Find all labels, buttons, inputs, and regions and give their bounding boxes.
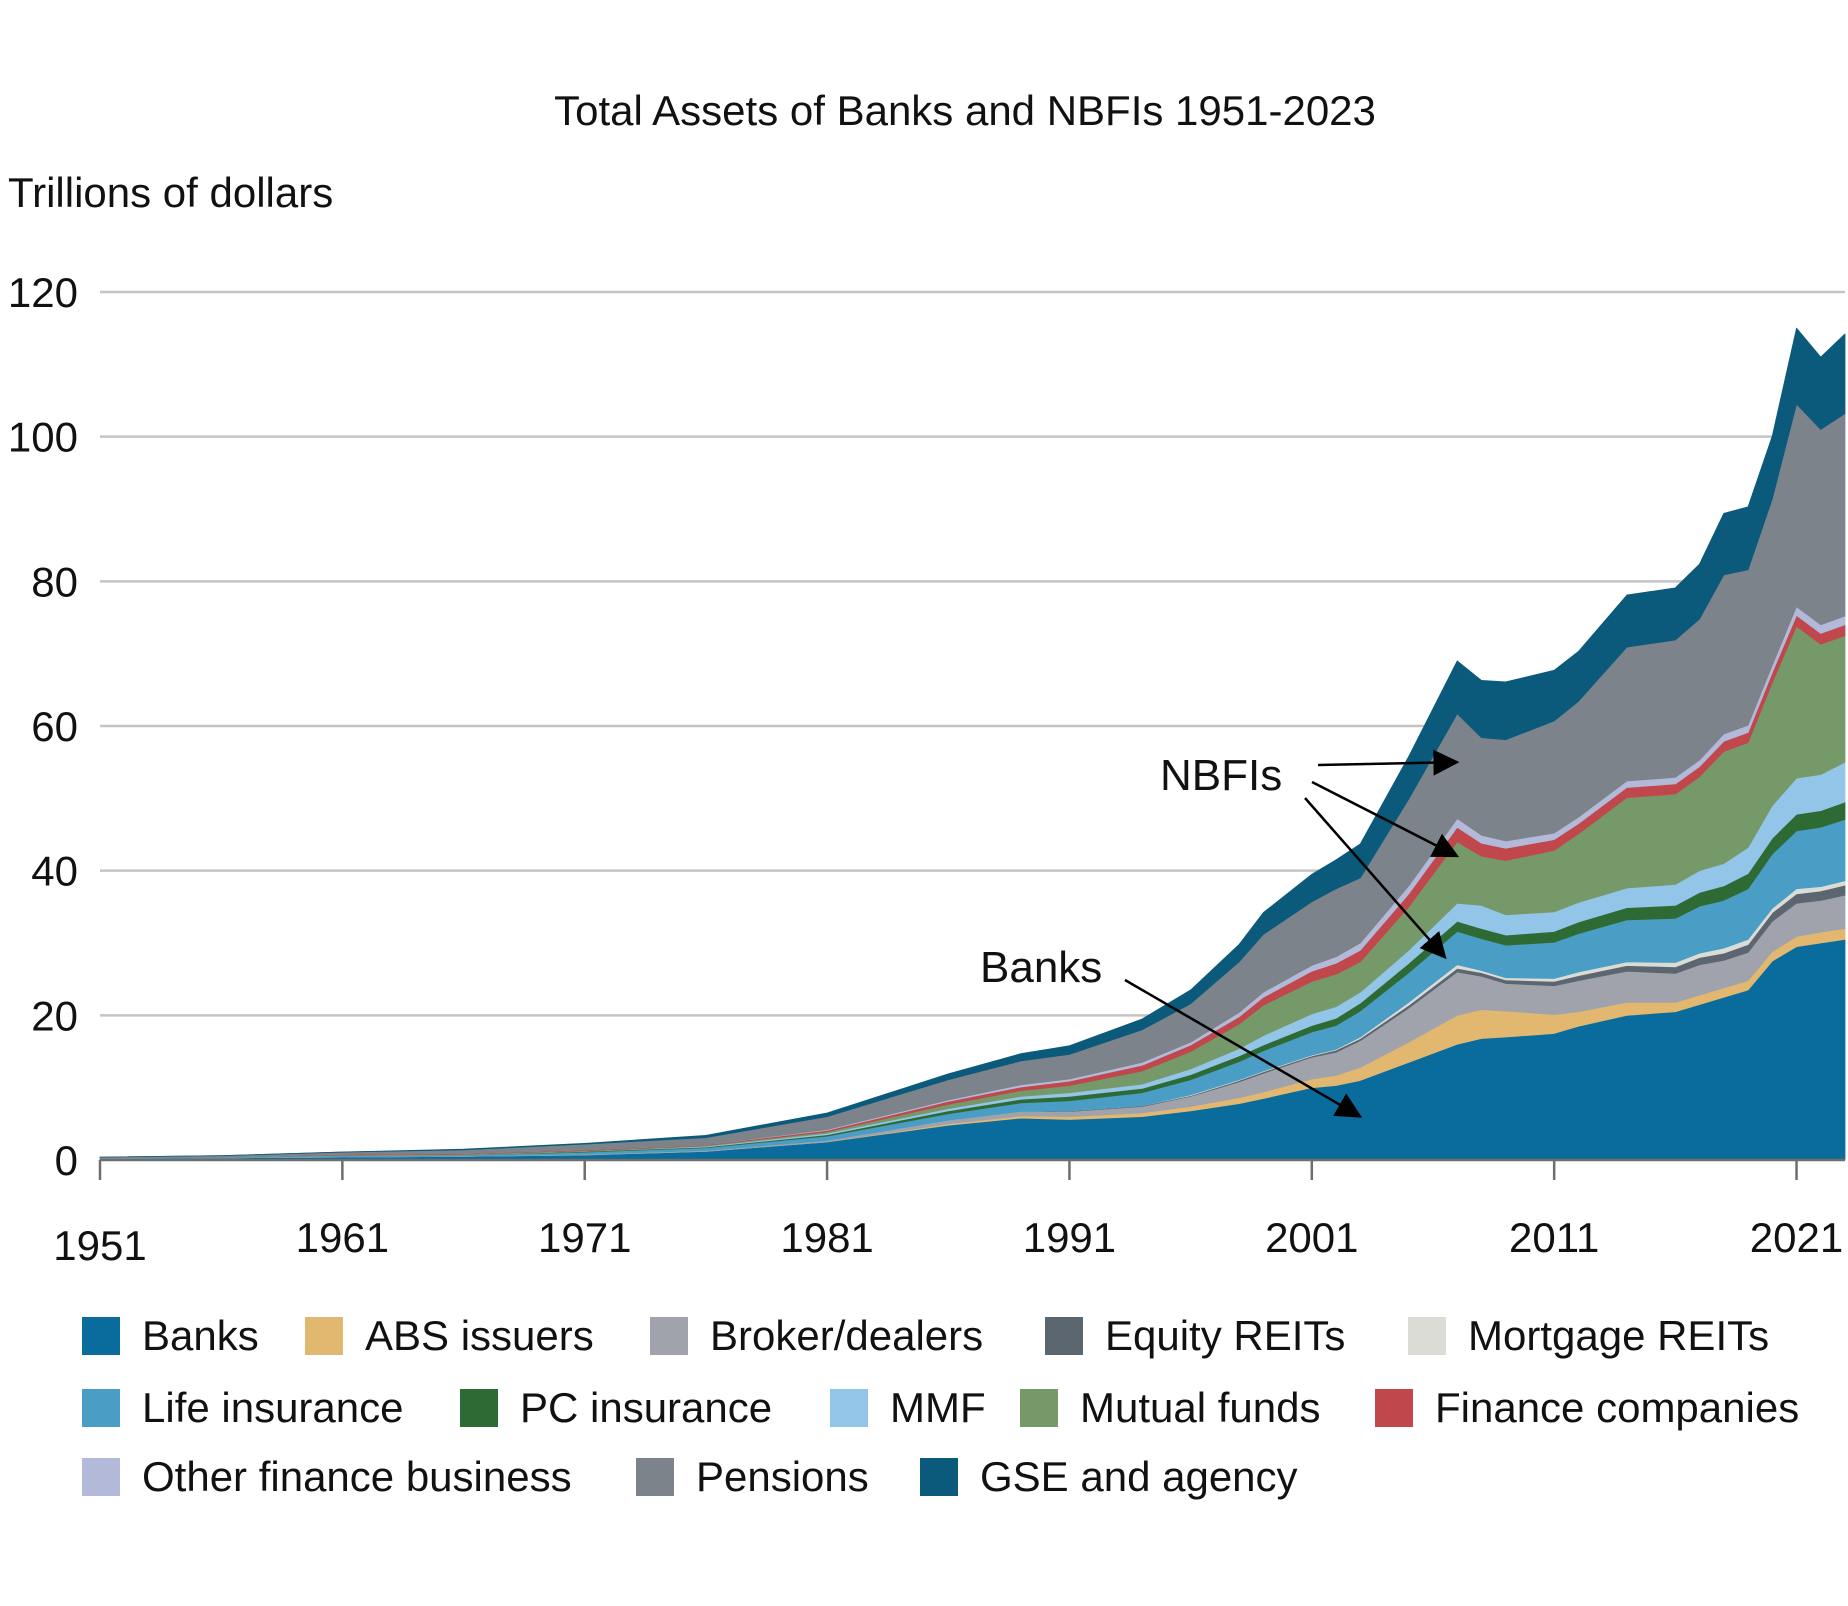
- legend-swatch-pc-insurance: [460, 1389, 498, 1427]
- x-tick-label: 1951: [53, 1222, 146, 1269]
- x-tick-label: 2011: [1509, 1214, 1599, 1261]
- annotation-arrow: [1311, 780, 1460, 858]
- axes: 1951 1961 1971 1981 1991 2001 2011 2021: [53, 1158, 1845, 1269]
- legend-swatch-broker-dealers: [650, 1317, 688, 1355]
- legend-label-mortgage-reits: Mortgage REITs: [1468, 1312, 1769, 1359]
- x-tick-label: 1991: [1023, 1214, 1116, 1261]
- x-tick-label: 2021: [1750, 1214, 1843, 1261]
- x-tick-label: 1961: [296, 1214, 389, 1261]
- x-tick-label: 2001: [1265, 1214, 1358, 1261]
- annotation-banks: Banks: [980, 943, 1102, 992]
- legend-swatch-mmf: [830, 1389, 868, 1427]
- legend-swatch-other-finance-business: [82, 1458, 120, 1496]
- annotation-nbfis: NBFIs: [1160, 751, 1282, 800]
- x-tick-label: 1971: [538, 1214, 631, 1261]
- legend-swatch-banks: [82, 1317, 120, 1355]
- y-tick-label: 60: [31, 703, 78, 750]
- legend-label-equity-reits: Equity REITs: [1105, 1312, 1345, 1359]
- legend-label-mmf: MMF: [890, 1384, 986, 1431]
- legend-label-banks: Banks: [142, 1312, 259, 1359]
- chart-title: Total Assets of Banks and NBFIs 1951-202…: [554, 87, 1376, 134]
- legend-label-finance-companies: Finance companies: [1435, 1384, 1799, 1431]
- legend: Banks ABS issuers Broker/dealers Equity REI…: [82, 1312, 1799, 1500]
- annotation-arrow: [1124, 978, 1363, 1118]
- legend-label-other-finance-business: Other finance business: [142, 1453, 572, 1500]
- legend-label-gse-and-agency: GSE and agency: [980, 1453, 1298, 1500]
- y-tick-label: 120: [8, 269, 78, 316]
- legend-label-pensions: Pensions: [696, 1453, 869, 1500]
- legend-label-pc-insurance: PC insurance: [520, 1384, 772, 1431]
- legend-swatch-pensions: [636, 1458, 674, 1496]
- legend-label-life-insurance: Life insurance: [142, 1384, 404, 1431]
- legend-swatch-mortgage-reits: [1408, 1317, 1446, 1355]
- legend-label-mutual-funds: Mutual funds: [1080, 1384, 1320, 1431]
- y-tick-label: 80: [31, 558, 78, 605]
- y-tick-label: 0: [55, 1137, 78, 1184]
- annotation-arrow: [1304, 797, 1447, 960]
- legend-label-abs-issuers: ABS issuers: [365, 1312, 594, 1359]
- legend-swatch-finance-companies: [1375, 1389, 1413, 1427]
- y-axis-label: Trillions of dollars: [8, 169, 333, 216]
- y-tick-label: 100: [8, 414, 78, 461]
- y-tick-label: 20: [31, 992, 78, 1039]
- legend-swatch-life-insurance: [82, 1389, 120, 1427]
- annotations: NBFIs Banks: [980, 749, 1460, 1118]
- legend-swatch-gse-and-agency: [920, 1458, 958, 1496]
- gridlines: 0 20 40 60 80 100 120: [8, 269, 1845, 1184]
- legend-swatch-abs-issuers: [305, 1317, 343, 1355]
- x-tick-label: 1981: [780, 1214, 873, 1261]
- stacked-areas: [99, 327, 1846, 1161]
- legend-swatch-equity-reits: [1045, 1317, 1083, 1355]
- annotation-arrow: [1317, 749, 1460, 776]
- legend-swatch-mutual-funds: [1020, 1389, 1058, 1427]
- y-tick-label: 40: [31, 848, 78, 895]
- legend-label-broker-dealers: Broker/dealers: [710, 1312, 983, 1359]
